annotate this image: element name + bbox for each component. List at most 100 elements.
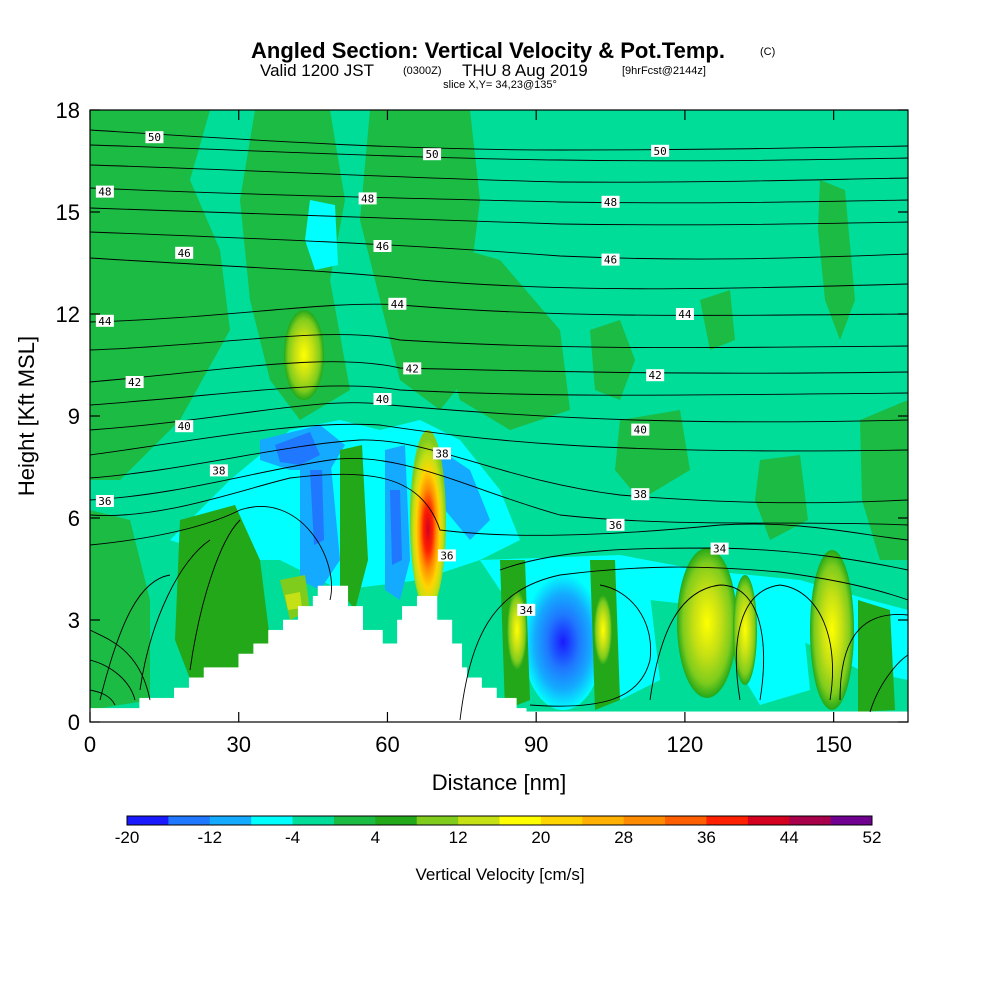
weak-updraft-band [90,110,230,480]
x-axis-label: Distance [nm] [432,770,567,795]
contour-label-50: 50 [423,148,442,161]
theta-contour-35 [90,506,332,601]
contour-label-42: 42 [646,369,665,382]
chart-title: Angled Section: Vertical Velocity & Pot.… [251,38,725,63]
updraft-column [507,590,527,670]
colorbar-swatch [582,816,625,825]
copyright-mark: (C) [760,46,775,58]
y-tick-label: 12 [56,302,80,327]
contour-label-44: 44 [95,314,114,328]
y-tick-label: 0 [68,710,80,735]
contour-label-box [423,148,442,161]
weak-updraft-band [860,400,908,560]
updraft-column [594,595,612,665]
colorbar-swatch [665,816,707,825]
contour-label-46: 46 [601,253,620,267]
theta-contour-33 [869,654,908,713]
theta-contour-33 [735,584,833,701]
y-tick-label: 3 [68,608,80,633]
colorbar-tick-label: 36 [697,828,716,847]
colorbar-frame [126,815,873,826]
downdraft-region [275,432,320,465]
contour-label-text: 42 [649,369,662,382]
colorbar-swatch [789,816,832,825]
theta-contour-47 [90,207,908,226]
colorbar-swatch [458,816,500,825]
slice-info: slice X,Y= 34,23@135° [443,79,557,91]
colorbar-swatch [168,816,211,825]
x-tick-label: 120 [667,732,704,757]
contour-label-text: 40 [178,420,191,433]
plot-area: 50 50 50 48 48 48 46 46 46 44 44 44 42 42 42 40 40 40 38 38… [90,110,908,722]
colorbar-swatch [540,816,583,825]
valid-time-prefix: Valid 1200 JST [260,61,374,80]
contour-label-text: 34 [520,604,534,617]
contour-label-box [373,393,392,405]
contour-label-box [358,192,377,205]
contour-label-text: 40 [634,424,647,437]
contour-label-box [437,549,456,562]
contour-label-box [403,362,422,375]
theta-contour-38 [90,439,908,504]
downdraft-region [480,555,908,680]
colorbar-tick-labels: -20 -12 -4 4 12 20 28 36 44 52 [115,828,882,847]
theta-contour-low [99,574,171,701]
theta-contour-low [90,629,151,701]
contour-label-text: 50 [148,131,161,144]
contour-label-36: 36 [95,495,114,508]
theta-contour-34 [529,584,652,707]
contour-label-box [125,376,144,388]
contour-label-text: 38 [435,447,448,460]
valid-date: THU 8 Aug 2019 [462,61,588,80]
x-tick-labels: 0 30 60 90 120 150 [84,732,852,757]
y-tick-label: 6 [68,506,80,531]
colorbar [126,815,873,826]
theta-contour-49 [90,164,908,183]
y-tick-label: 15 [56,200,80,225]
contour-label-box [432,447,451,460]
contour-label-text: 50 [425,148,438,161]
theta-contour-36 [90,473,908,541]
contour-label-46: 46 [373,240,392,253]
contour-label-text: 36 [440,549,453,562]
weak-updraft-band [430,240,570,430]
contour-label-34: 34 [710,542,729,556]
theta-contour-34 [459,566,908,721]
updraft-east-2 [810,550,854,710]
theta-contour-39 [90,423,908,456]
contour-label-38: 38 [631,488,650,501]
colorbar-tick-label: 12 [449,828,468,847]
y-axis-label: Height [Kft MSL] [14,336,39,496]
contour-label-48: 48 [358,192,377,205]
colorbar-swatch [333,816,376,825]
contour-label-36: 36 [437,549,456,562]
theta-contour-43 [90,334,908,351]
contour-label-text: 42 [128,376,141,389]
theta-contour-41 [90,385,908,406]
colorbar-swatch [830,816,873,825]
weak-updraft-band [590,320,635,400]
contour-label-text: 44 [678,308,692,321]
colorbar-swatch [499,816,542,825]
contour-label-box [646,369,665,382]
contour-label-50: 50 [651,144,670,158]
theta-contour-46 [90,231,908,260]
theta-contour-50 [90,144,908,162]
contour-label-text: 50 [653,145,666,158]
contour-label-50: 50 [145,131,164,144]
contour-label-text: 48 [604,196,617,209]
downdraft-region [390,490,402,565]
weak-updraft-band [755,455,808,540]
colorbar-label: Vertical Velocity [cm/s] [415,865,584,884]
contour-label-text: 44 [391,298,405,311]
colorbar-tick-label: 4 [371,828,380,847]
contour-label-text: 34 [713,543,727,556]
contour-label-box [631,488,650,501]
colorbar-tick-label: -4 [285,828,300,847]
contour-label-box [601,253,620,266]
downdraft-region [740,590,810,705]
colorbar-tick-label: 52 [863,828,882,847]
contour-label-box [631,423,650,436]
theta-contour-42 [90,361,908,383]
contour-label-box [175,420,194,433]
